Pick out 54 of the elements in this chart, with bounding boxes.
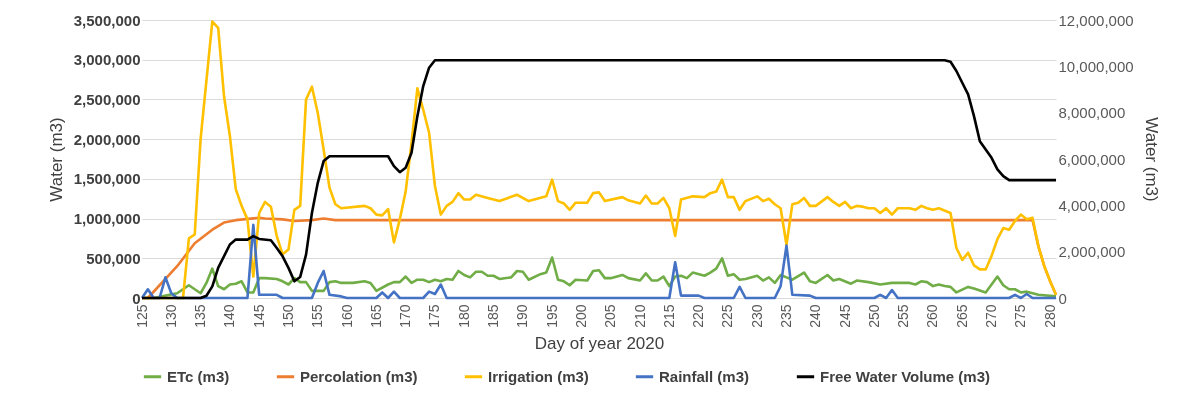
- x-tick-label: 180: [455, 304, 472, 328]
- y2-tick-label: 0: [1058, 289, 1067, 307]
- y2-axis-title: Water (m3): [1141, 117, 1161, 202]
- x-axis-title: Day of year 2020: [534, 333, 665, 353]
- legend-label: Free Water Volume (m3): [820, 367, 991, 385]
- x-tick-label: 245: [836, 304, 853, 328]
- x-tick-label: 170: [397, 304, 414, 328]
- x-tick-label: 260: [924, 304, 941, 328]
- x-tick-label: 135: [192, 304, 209, 328]
- y2-tick-label: 6,000,000: [1058, 150, 1126, 168]
- y-tick-label: 2,000,000: [73, 130, 141, 148]
- y-tick-label: 2,500,000: [73, 90, 141, 108]
- x-tick-label: 150: [279, 304, 296, 328]
- x-tick-label: 185: [485, 304, 502, 328]
- y-tick-label: 1,000,000: [73, 210, 141, 228]
- y-tick-label: 3,500,000: [73, 11, 141, 29]
- x-tick-label: 145: [250, 304, 267, 328]
- x-tick-label: 195: [543, 304, 560, 328]
- y2-tick-label: 4,000,000: [1058, 196, 1126, 214]
- y2-tick-label: 2,000,000: [1058, 243, 1126, 261]
- y-axis-title: Water (m3): [46, 117, 66, 202]
- x-tick-label: 250: [865, 304, 882, 328]
- x-tick-label: 125: [133, 304, 150, 328]
- y-tick-label: 500,000: [86, 249, 141, 267]
- x-tick-label: 280: [1041, 304, 1058, 328]
- x-tick-label: 240: [807, 304, 824, 328]
- x-tick-label: 165: [367, 304, 384, 328]
- y2-tick-label: 12,000,000: [1058, 11, 1134, 29]
- y2-tick-label: 8,000,000: [1058, 104, 1126, 122]
- x-tick-label: 200: [572, 304, 589, 328]
- x-tick-label: 190: [514, 304, 531, 328]
- x-tick-label: 265: [953, 304, 970, 328]
- x-tick-label: 130: [162, 304, 179, 328]
- x-tick-label: 215: [660, 304, 677, 328]
- x-tick-label: 210: [631, 304, 648, 328]
- x-tick-label: 155: [309, 304, 326, 328]
- x-tick-label: 160: [338, 304, 355, 328]
- x-tick-label: 140: [221, 304, 238, 328]
- x-tick-label: 255: [895, 304, 912, 328]
- legend-label: ETc (m3): [167, 367, 230, 385]
- x-tick-label: 220: [690, 304, 707, 328]
- x-tick-label: 225: [719, 304, 736, 328]
- y-tick-label: 3,000,000: [73, 51, 141, 69]
- x-tick-label: 275: [1012, 304, 1029, 328]
- legend-label: Percolation (m3): [300, 367, 418, 385]
- y2-tick-label: 10,000,000: [1058, 57, 1134, 75]
- x-tick-label: 235: [777, 304, 794, 328]
- y-tick-label: 1,500,000: [73, 170, 141, 188]
- x-tick-label: 230: [748, 304, 765, 328]
- legend-label: Irrigation (m3): [488, 367, 589, 385]
- legend-label: Rainfall (m3): [659, 367, 750, 385]
- x-tick-label: 205: [602, 304, 619, 328]
- x-tick-label: 175: [426, 304, 443, 328]
- x-tick-label: 270: [983, 304, 1000, 328]
